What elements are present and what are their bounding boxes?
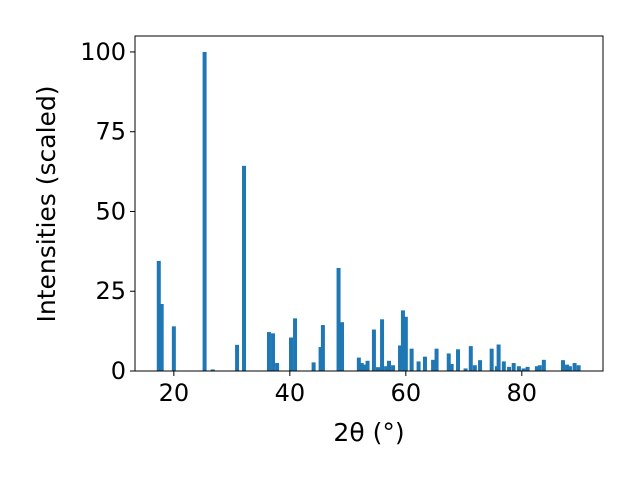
bar xyxy=(576,365,581,371)
bar xyxy=(340,322,345,371)
y-tick-label: 0 xyxy=(111,357,126,385)
bar xyxy=(409,348,414,371)
bar xyxy=(271,333,276,371)
bar xyxy=(525,366,530,371)
bar xyxy=(391,365,396,371)
bar xyxy=(235,344,240,371)
x-tick-label: 80 xyxy=(507,379,538,407)
bar xyxy=(422,356,427,371)
y-tick-label: 75 xyxy=(95,118,126,146)
bar xyxy=(293,318,298,371)
bar xyxy=(478,360,483,371)
bar xyxy=(320,325,325,371)
bar xyxy=(572,363,577,371)
bar xyxy=(565,364,570,371)
bar xyxy=(507,366,512,371)
bar xyxy=(202,51,207,371)
bar xyxy=(311,362,316,371)
bar xyxy=(416,361,421,371)
bar xyxy=(511,363,516,371)
bar xyxy=(446,353,451,371)
bar xyxy=(567,366,572,371)
y-tick-label: 50 xyxy=(95,197,126,225)
bar xyxy=(431,359,436,371)
bar xyxy=(275,363,280,371)
bar xyxy=(398,345,403,371)
bar xyxy=(336,267,341,371)
bar xyxy=(449,363,454,371)
bar xyxy=(400,310,405,371)
y-tick-label: 25 xyxy=(95,277,126,305)
bar xyxy=(242,165,247,371)
x-tick-label: 40 xyxy=(275,379,306,407)
bar xyxy=(434,348,439,371)
y-axis-label: Intensities (scaled) xyxy=(32,85,61,322)
bar xyxy=(560,360,565,371)
bar xyxy=(171,326,176,371)
bar xyxy=(496,344,501,371)
bar xyxy=(266,332,271,371)
bar xyxy=(537,365,542,371)
bar xyxy=(472,365,477,371)
bar xyxy=(356,357,361,371)
bar xyxy=(156,260,161,371)
bar xyxy=(521,368,526,371)
bar xyxy=(463,368,468,371)
bar xyxy=(365,360,370,371)
bar xyxy=(387,360,392,371)
bar xyxy=(159,304,164,371)
bar xyxy=(384,366,389,371)
x-tick-label: 60 xyxy=(391,379,422,407)
bar xyxy=(501,361,506,371)
bar xyxy=(210,369,215,371)
bar xyxy=(380,319,385,371)
bar xyxy=(371,329,376,371)
bar xyxy=(359,363,364,371)
plot-frame xyxy=(134,35,604,372)
x-tick-label: 20 xyxy=(159,379,190,407)
bar xyxy=(456,349,461,371)
bar xyxy=(318,347,323,371)
x-axis-label: 2θ (°) xyxy=(333,418,404,447)
bar xyxy=(489,348,494,371)
bar xyxy=(375,367,380,371)
bar xyxy=(534,366,539,371)
bar xyxy=(516,366,521,371)
bar xyxy=(468,346,473,371)
bar xyxy=(541,359,546,371)
y-tick-label: 100 xyxy=(80,38,126,66)
bar xyxy=(403,316,408,371)
bar xyxy=(362,364,367,371)
bar xyxy=(289,337,293,371)
